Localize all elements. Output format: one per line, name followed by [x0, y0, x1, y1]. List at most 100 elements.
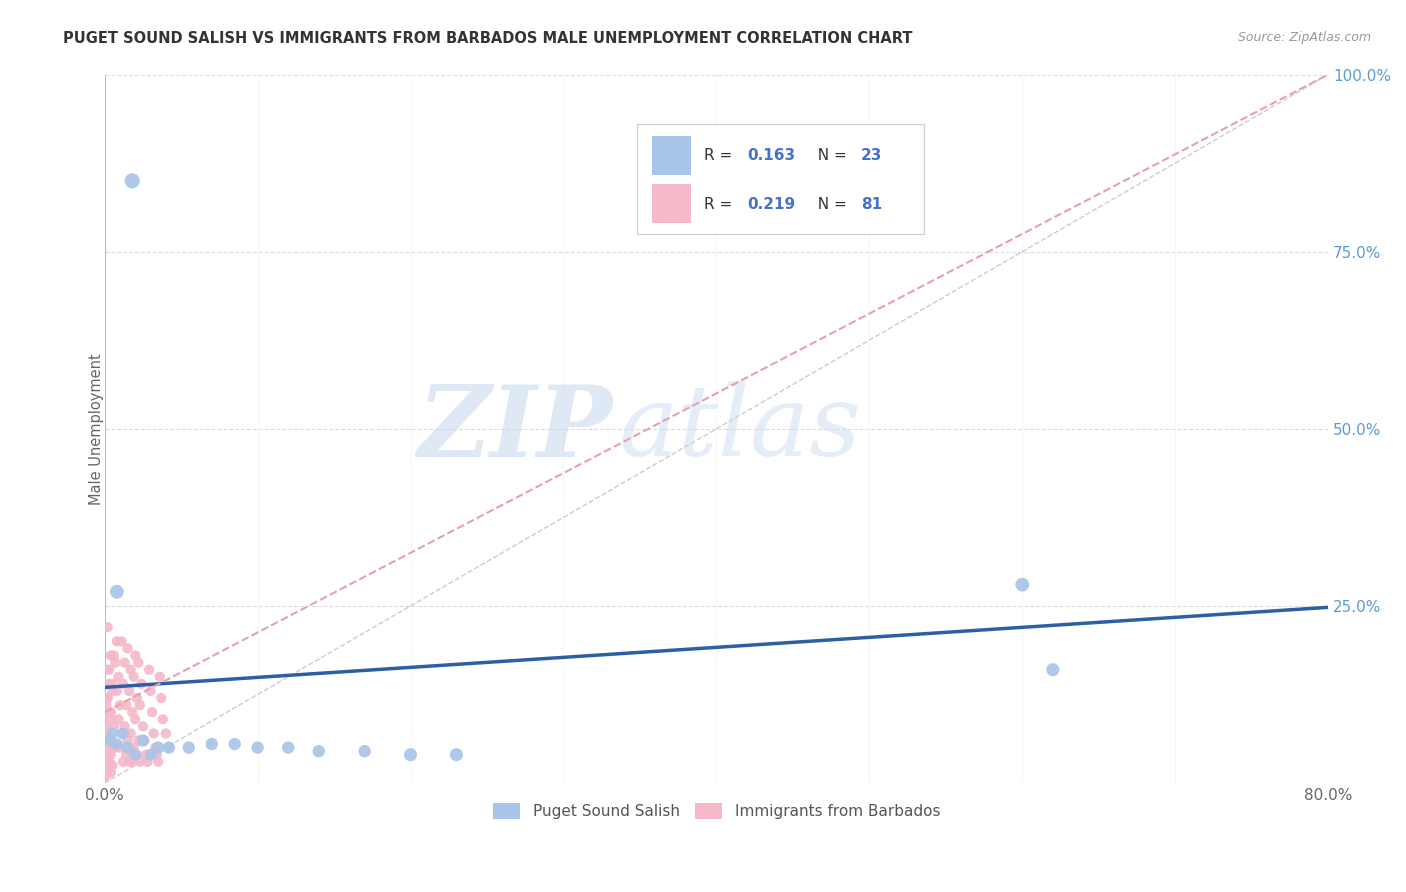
Point: [125, 747, 148, 762]
Point: [122, 740, 145, 755]
Point: [152, 712, 174, 726]
Point: [136, 755, 159, 769]
Point: [155, 726, 177, 740]
Text: N =: N =: [808, 148, 852, 163]
Point: [105, 584, 128, 599]
Point: [96, 663, 118, 677]
Text: R =: R =: [704, 148, 737, 163]
Point: [128, 755, 150, 769]
Point: [128, 698, 150, 712]
Point: [143, 740, 166, 755]
Point: [110, 634, 132, 648]
Point: [108, 740, 131, 755]
Point: [127, 733, 149, 747]
Point: [118, 684, 141, 698]
Point: [308, 744, 330, 758]
Point: [101, 737, 124, 751]
Text: 0.163: 0.163: [747, 148, 796, 163]
Point: [131, 677, 153, 691]
Point: [120, 726, 142, 740]
Point: [96, 769, 118, 783]
Point: [148, 755, 170, 769]
Point: [132, 733, 155, 747]
Point: [201, 737, 224, 751]
Point: [134, 733, 156, 747]
Point: [103, 740, 125, 755]
Point: [1011, 577, 1033, 591]
Point: [97, 744, 120, 758]
Point: [117, 733, 139, 747]
Legend: Puget Sound Salish, Immigrants from Barbados: Puget Sound Salish, Immigrants from Barb…: [486, 797, 946, 825]
Point: [139, 684, 162, 698]
Point: [112, 755, 135, 769]
Point: [96, 730, 118, 744]
Point: [142, 726, 165, 740]
Text: R =: R =: [704, 196, 737, 211]
Point: [98, 755, 121, 769]
Point: [150, 691, 173, 706]
Point: [105, 634, 128, 648]
Point: [117, 740, 139, 755]
Point: [96, 719, 118, 733]
Point: [98, 705, 121, 719]
Point: [157, 740, 180, 755]
Point: [96, 751, 118, 765]
Point: [97, 762, 120, 776]
Point: [112, 726, 135, 740]
Point: [101, 758, 124, 772]
Point: [97, 691, 120, 706]
Text: atlas: atlas: [619, 381, 862, 476]
Point: [110, 726, 132, 740]
Point: [115, 747, 138, 762]
Point: [96, 698, 118, 712]
Point: [148, 740, 170, 755]
FancyBboxPatch shape: [637, 124, 924, 234]
Point: [132, 719, 155, 733]
Point: [114, 656, 136, 670]
Text: 23: 23: [860, 148, 882, 163]
Point: [124, 712, 146, 726]
Point: [104, 656, 127, 670]
Point: [98, 677, 121, 691]
Text: ZIP: ZIP: [418, 381, 613, 477]
Point: [105, 684, 128, 698]
Point: [353, 744, 375, 758]
Text: 0.219: 0.219: [747, 196, 796, 211]
Point: [100, 648, 122, 663]
Point: [139, 747, 162, 762]
FancyBboxPatch shape: [651, 185, 690, 223]
Point: [120, 663, 142, 677]
Point: [98, 733, 121, 747]
Y-axis label: Male Unemployment: Male Unemployment: [89, 353, 104, 505]
Point: [145, 747, 167, 762]
Point: [121, 705, 143, 719]
Point: [112, 677, 135, 691]
Point: [127, 656, 149, 670]
Point: [277, 740, 299, 755]
Point: [1042, 663, 1064, 677]
Point: [117, 641, 139, 656]
Point: [114, 719, 136, 733]
Point: [125, 691, 148, 706]
Point: [118, 755, 141, 769]
Point: [103, 648, 125, 663]
Point: [100, 712, 122, 726]
Point: [121, 755, 143, 769]
Point: [177, 740, 200, 755]
Point: [124, 747, 146, 762]
Point: [399, 747, 422, 762]
Point: [138, 663, 160, 677]
Point: [108, 698, 131, 712]
Point: [107, 712, 129, 726]
Text: PUGET SOUND SALISH VS IMMIGRANTS FROM BARBADOS MALE UNEMPLOYMENT CORRELATION CHA: PUGET SOUND SALISH VS IMMIGRANTS FROM BA…: [63, 31, 912, 46]
Point: [98, 733, 121, 747]
Point: [101, 726, 124, 740]
FancyBboxPatch shape: [651, 136, 690, 175]
Point: [97, 620, 120, 634]
Point: [98, 663, 121, 677]
Point: [97, 691, 120, 706]
Point: [246, 740, 269, 755]
Text: Source: ZipAtlas.com: Source: ZipAtlas.com: [1237, 31, 1371, 45]
Point: [100, 765, 122, 780]
Point: [446, 747, 468, 762]
